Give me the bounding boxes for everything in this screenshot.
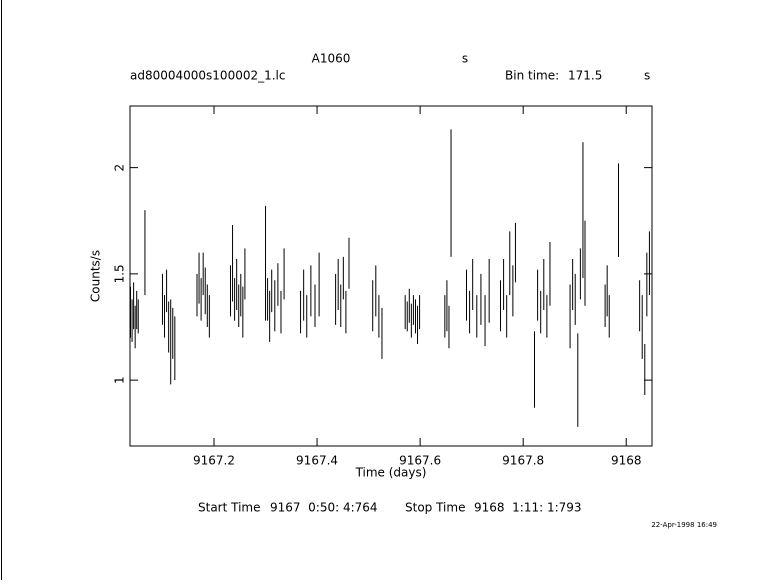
start-value: 9167 0:50: 4:764: [270, 501, 378, 515]
file-name: ad80004000s100002_1.lc: [130, 69, 286, 83]
object-unit: s: [462, 52, 468, 66]
bin-label: Bin time:: [505, 69, 559, 83]
object-name: A1060: [312, 52, 351, 66]
x-tick-label: 9168: [611, 454, 642, 468]
plot-date: 22-Apr-1998 16:49: [651, 521, 717, 529]
stop-value: 9168 1:11: 1:793: [474, 501, 582, 515]
x-tick-label: 9167.2: [193, 454, 235, 468]
y-axis-label: Counts/s: [89, 250, 103, 302]
x-tick-label: 9167.6: [399, 454, 441, 468]
x-axis-label: Time (days): [355, 466, 427, 480]
start-label: Start Time: [198, 501, 261, 515]
stop-label: Stop Time: [405, 501, 465, 515]
x-tick-label: 9167.8: [502, 454, 544, 468]
x-tick-label: 9167.4: [296, 454, 338, 468]
y-tick-label: 1.5: [113, 264, 127, 283]
y-tick-label: 1: [113, 376, 127, 384]
plot-frame: [129, 105, 653, 447]
y-tick-label: 2: [113, 164, 127, 172]
bin-value: 171.5: [568, 69, 602, 83]
bin-unit: s: [644, 69, 650, 83]
